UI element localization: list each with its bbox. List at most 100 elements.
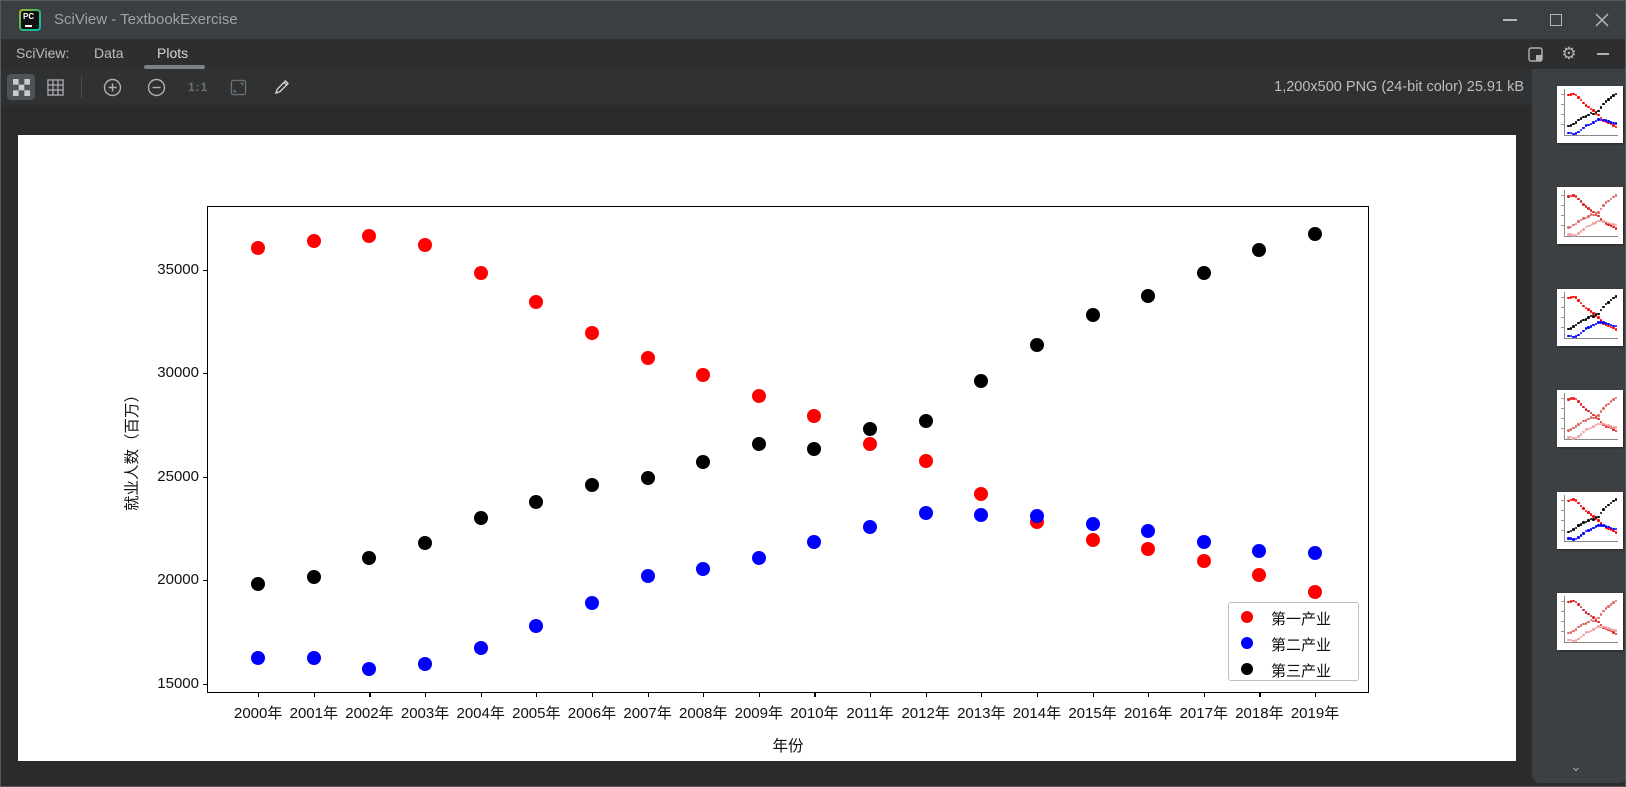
x-tick-label: 2015年 — [1068, 704, 1117, 722]
thumbnail-point — [1572, 437, 1575, 440]
minimize-button[interactable] — [1487, 1, 1533, 39]
thumbnail-point — [1607, 527, 1610, 530]
thumbnail-point — [1599, 319, 1603, 322]
thumbnail-point — [1609, 298, 1613, 302]
thumbnail-point — [1574, 323, 1578, 327]
plot-thumbnail[interactable] — [1557, 390, 1623, 448]
thumbnail-point — [1592, 616, 1595, 619]
pencil-icon[interactable] — [268, 74, 296, 100]
y-tick — [203, 683, 207, 685]
thumbnail-point — [1569, 498, 1573, 502]
thumbnail-point — [1587, 427, 1590, 431]
thumbnail-tick — [1561, 631, 1564, 632]
thumbnail-point — [1599, 422, 1603, 426]
thumbnail-axes — [1564, 190, 1618, 238]
thumbnail-point — [1612, 529, 1615, 533]
thumbnail-point — [1584, 529, 1588, 533]
thumbnail-point — [1567, 124, 1570, 128]
thumbnail-point — [1604, 607, 1608, 610]
thumbnail-point — [1604, 404, 1608, 407]
thumbnail-point — [1584, 327, 1588, 330]
thumbnail-point — [1574, 121, 1578, 124]
actual-size-icon[interactable]: 1:1 — [188, 80, 209, 94]
thumbnail-point — [1572, 234, 1575, 237]
thumbnail-point — [1574, 397, 1578, 401]
thumbnail-point — [1579, 523, 1583, 526]
x-tick-label: 2011年 — [846, 704, 894, 722]
thumbnail-point — [1584, 225, 1588, 229]
transparency-checkerboard-icon[interactable] — [7, 74, 35, 100]
thumbnail-tick — [1561, 326, 1564, 328]
thumbnail-point — [1609, 197, 1613, 201]
thumbnail-point — [1609, 96, 1613, 99]
thumbnail-tick — [1561, 611, 1564, 612]
sciview-label: SciView: — [16, 45, 70, 61]
plot-thumbnail[interactable] — [1557, 593, 1623, 650]
x-tick-label: 2000年 — [233, 704, 283, 722]
data-point — [696, 454, 711, 469]
thumbnail-point — [1597, 118, 1600, 121]
grid-lines-icon[interactable] — [41, 74, 69, 100]
thumbnail-point — [1607, 301, 1610, 304]
thumbnail-point — [1594, 212, 1598, 215]
legend-marker — [1241, 611, 1253, 623]
thumbnail-point — [1612, 121, 1615, 125]
thumbnail-point — [1582, 532, 1585, 535]
thumbnail-point — [1614, 531, 1618, 534]
thumbnail-point — [1599, 522, 1603, 525]
thumbnail-point — [1597, 211, 1600, 214]
thumbnail-point — [1587, 409, 1590, 413]
thumbnail-point — [1572, 122, 1575, 126]
thumbnail-tick — [1561, 225, 1564, 227]
gear-icon[interactable]: ⚙ — [1561, 44, 1577, 63]
thumbnail-point — [1614, 527, 1618, 531]
toolbar-separator — [81, 76, 82, 98]
tab-data[interactable]: Data — [94, 45, 124, 61]
thumbnail-point — [1589, 107, 1593, 111]
x-tick — [1148, 692, 1150, 697]
layout-icon[interactable] — [1525, 44, 1545, 64]
legend-marker — [1241, 637, 1253, 649]
thumbnail-point — [1569, 131, 1573, 135]
data-point — [863, 436, 878, 451]
thumbnail-point — [1602, 321, 1605, 324]
x-tick-label: 2010年 — [790, 704, 839, 722]
maximize-button[interactable] — [1533, 1, 1579, 39]
thumbnail-point — [1594, 626, 1598, 630]
zoom-in-icon[interactable] — [98, 74, 126, 100]
thumbnail-point — [1577, 130, 1580, 134]
thumbnail-point — [1579, 605, 1583, 609]
thumbnail-point — [1604, 505, 1608, 509]
chevron-down-icon[interactable]: ⌄ — [1570, 758, 1582, 774]
thumbnail-point — [1609, 323, 1613, 327]
thumbnail-point — [1592, 121, 1595, 124]
thumbnail-point — [1612, 195, 1615, 199]
thumbnail-point — [1567, 327, 1570, 331]
zoom-out-icon[interactable] — [142, 74, 170, 100]
thumbnail-point — [1597, 519, 1600, 522]
thumbnail-point — [1574, 600, 1578, 604]
plot-thumbnail[interactable] — [1557, 491, 1623, 549]
thumbnail-point — [1582, 507, 1585, 510]
fit-zoom-icon[interactable] — [224, 74, 252, 100]
plot-thumbnail[interactable] — [1557, 288, 1623, 346]
thumbnail-point — [1599, 218, 1603, 221]
close-button[interactable] — [1579, 1, 1625, 39]
thumbnail-point — [1612, 324, 1615, 328]
thumbnail-point — [1602, 220, 1605, 223]
thumbnail-tick — [1561, 601, 1564, 602]
thumbnail-point — [1597, 219, 1600, 223]
thumbnail-point — [1569, 631, 1573, 634]
thumbnail-point — [1579, 331, 1583, 335]
thumbnail-tick — [1561, 408, 1564, 410]
thumbnail-point — [1569, 296, 1573, 299]
x-tick — [369, 692, 371, 697]
thumbnail-point — [1607, 324, 1610, 328]
thumbnail-point — [1614, 498, 1618, 501]
plot-thumbnail[interactable] — [1557, 187, 1623, 245]
hide-panel-icon[interactable] — [1593, 44, 1613, 64]
thumbnail-point — [1567, 131, 1570, 135]
plot-thumbnail[interactable] — [1557, 86, 1623, 143]
tab-plots[interactable]: Plots — [157, 45, 189, 61]
